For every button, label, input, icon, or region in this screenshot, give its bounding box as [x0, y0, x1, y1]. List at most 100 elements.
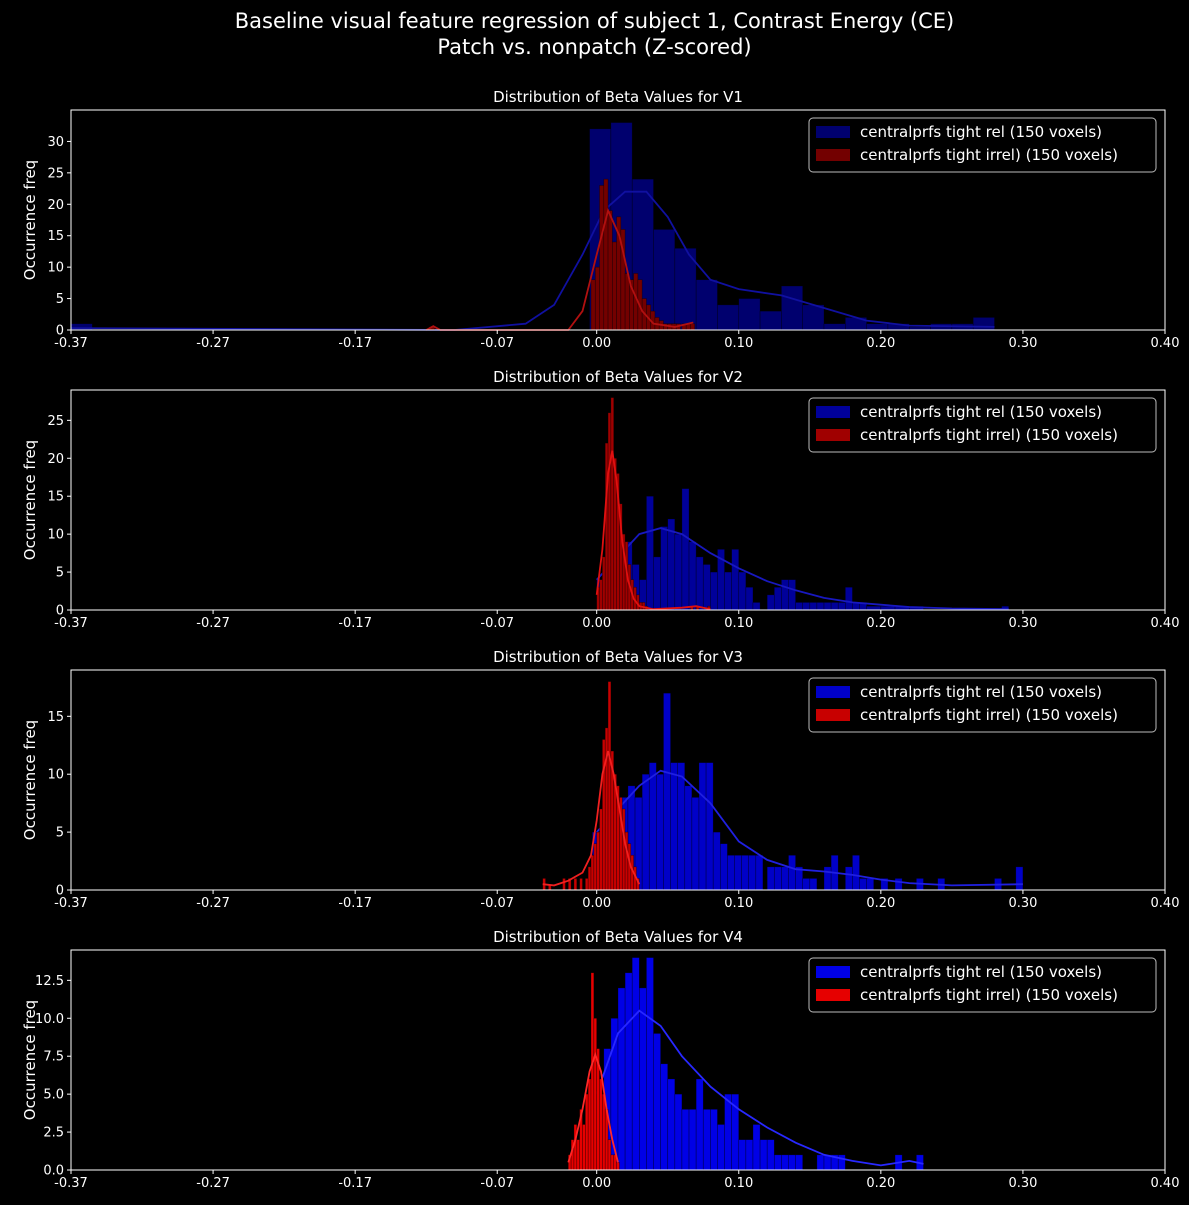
x-tick-label: -0.07	[480, 616, 514, 631]
legend-swatch	[816, 989, 850, 1001]
y-tick-label: 5.0	[43, 1088, 64, 1103]
legend-label: centralprfs tight irrel) (150 voxels)	[860, 986, 1118, 1004]
histogram-bar	[674, 1093, 683, 1171]
histogram-bar	[695, 556, 704, 611]
histogram-bar	[695, 1078, 704, 1171]
x-tick-label: -0.27	[196, 896, 230, 911]
series-irrel	[425, 178, 696, 331]
histogram-bar	[738, 571, 747, 611]
x-tick-label: 0.00	[582, 336, 611, 351]
histogram-bar	[660, 526, 669, 611]
histogram-bar	[773, 1154, 782, 1171]
x-tick-label: -0.37	[54, 896, 88, 911]
legend-label: centralprfs tight rel (150 voxels)	[860, 683, 1102, 701]
axes-frame	[70, 669, 1166, 891]
figure-title-line-1: Baseline visual feature regression of su…	[234, 9, 955, 33]
legend-label: centralprfs tight irrel) (150 voxels)	[860, 146, 1118, 164]
series-irrel	[567, 972, 620, 1171]
histogram-bar	[562, 878, 566, 891]
histogram-bar	[596, 831, 600, 891]
x-tick-label: 0.40	[1151, 1176, 1180, 1191]
x-tick-label: 0.10	[724, 896, 753, 911]
y-tick-label: 20	[47, 452, 64, 467]
x-tick-label: -0.37	[54, 1176, 88, 1191]
histogram-bar	[719, 843, 728, 891]
histogram-bar	[607, 412, 612, 611]
x-tick-label: 0.10	[724, 336, 753, 351]
histogram-bar	[590, 279, 596, 331]
histogram-bar	[594, 266, 600, 331]
histogram-bar	[859, 878, 867, 891]
x-tick-label: 0.00	[582, 896, 611, 911]
histogram-bar	[755, 854, 764, 891]
histogram-bar	[576, 1139, 580, 1171]
histogram-bar	[573, 878, 578, 891]
x-tick-label: 0.10	[724, 616, 753, 631]
histogram-bar	[759, 310, 782, 331]
histogram-bar	[724, 1093, 732, 1171]
histogram-bar	[837, 602, 846, 611]
histogram-bar	[695, 279, 718, 331]
y-tick-label: 0	[56, 884, 64, 899]
legend-swatch	[816, 966, 850, 978]
histogram-bar	[607, 681, 612, 891]
kde-line	[567, 1051, 619, 1163]
x-tick-label: 0.40	[1151, 616, 1180, 631]
histogram-bar	[681, 1109, 690, 1171]
histogram-bar	[816, 1154, 825, 1171]
legend-box	[808, 957, 1157, 1013]
histogram-bar	[688, 541, 697, 611]
histogram-bar	[802, 878, 811, 891]
kde-line	[542, 750, 641, 887]
histogram-bar	[653, 556, 661, 611]
legend-swatch	[816, 149, 850, 161]
panel-4: Distribution of Beta Values for V4 Occurr…	[21, 928, 1179, 1191]
histogram-bar	[852, 854, 860, 891]
panel-title: Distribution of Beta Values for V2	[493, 368, 743, 386]
y-tick-label: 20	[47, 198, 64, 213]
y-tick-label: 0	[56, 604, 64, 619]
x-tick-label: -0.17	[338, 616, 372, 631]
y-tick-label: 10	[47, 261, 64, 276]
histogram-bar	[670, 762, 678, 891]
histogram-bar	[727, 854, 735, 891]
panel-3: Distribution of Beta Values for V3 Occurr…	[21, 648, 1179, 911]
legend-swatch	[816, 126, 850, 138]
histogram-bar	[641, 773, 650, 891]
x-tick-label: 0.20	[866, 1176, 895, 1191]
histogram-bar	[599, 579, 603, 611]
histogram-bar	[587, 866, 592, 891]
histogram-bar	[866, 878, 875, 891]
y-tick-label: 7.5	[43, 1050, 64, 1065]
histogram-bar	[866, 605, 882, 611]
x-tick-label: -0.17	[338, 896, 372, 911]
y-axis-label: Occurrence freq	[21, 160, 39, 280]
legend-label: centralprfs tight irrel) (150 voxels)	[860, 706, 1118, 724]
y-tick-label: 0.0	[43, 1164, 64, 1179]
histogram-bar	[602, 556, 606, 611]
x-tick-label: 0.20	[866, 896, 895, 911]
histogram-bar	[631, 957, 640, 1171]
histogram-bar	[823, 1154, 832, 1171]
histogram-bar	[663, 692, 671, 891]
legend-box	[808, 397, 1157, 453]
histogram-bar	[752, 1124, 761, 1171]
histogram-bar	[866, 323, 889, 331]
legend: centralprfs tight rel (150 voxels) centra…	[808, 677, 1157, 733]
y-tick-label: 10	[47, 768, 64, 783]
histogram-bar	[621, 808, 626, 891]
histogram-bar	[781, 1154, 789, 1171]
histogram-bar	[603, 178, 609, 331]
histogram-bar	[653, 229, 676, 331]
series-rel	[596, 488, 1010, 611]
histogram-bar	[607, 210, 613, 331]
histogram-bar	[690, 323, 696, 331]
legend: centralprfs tight rel (150 voxels) centra…	[808, 957, 1157, 1013]
panel-2: Distribution of Beta Values for V2 Occurr…	[21, 368, 1179, 631]
y-tick-label: 25	[47, 414, 64, 429]
histogram-bar	[599, 808, 603, 891]
histogram-bar	[766, 1139, 775, 1171]
x-tick-label: 0.20	[866, 616, 895, 631]
histogram-bar	[590, 972, 595, 1171]
